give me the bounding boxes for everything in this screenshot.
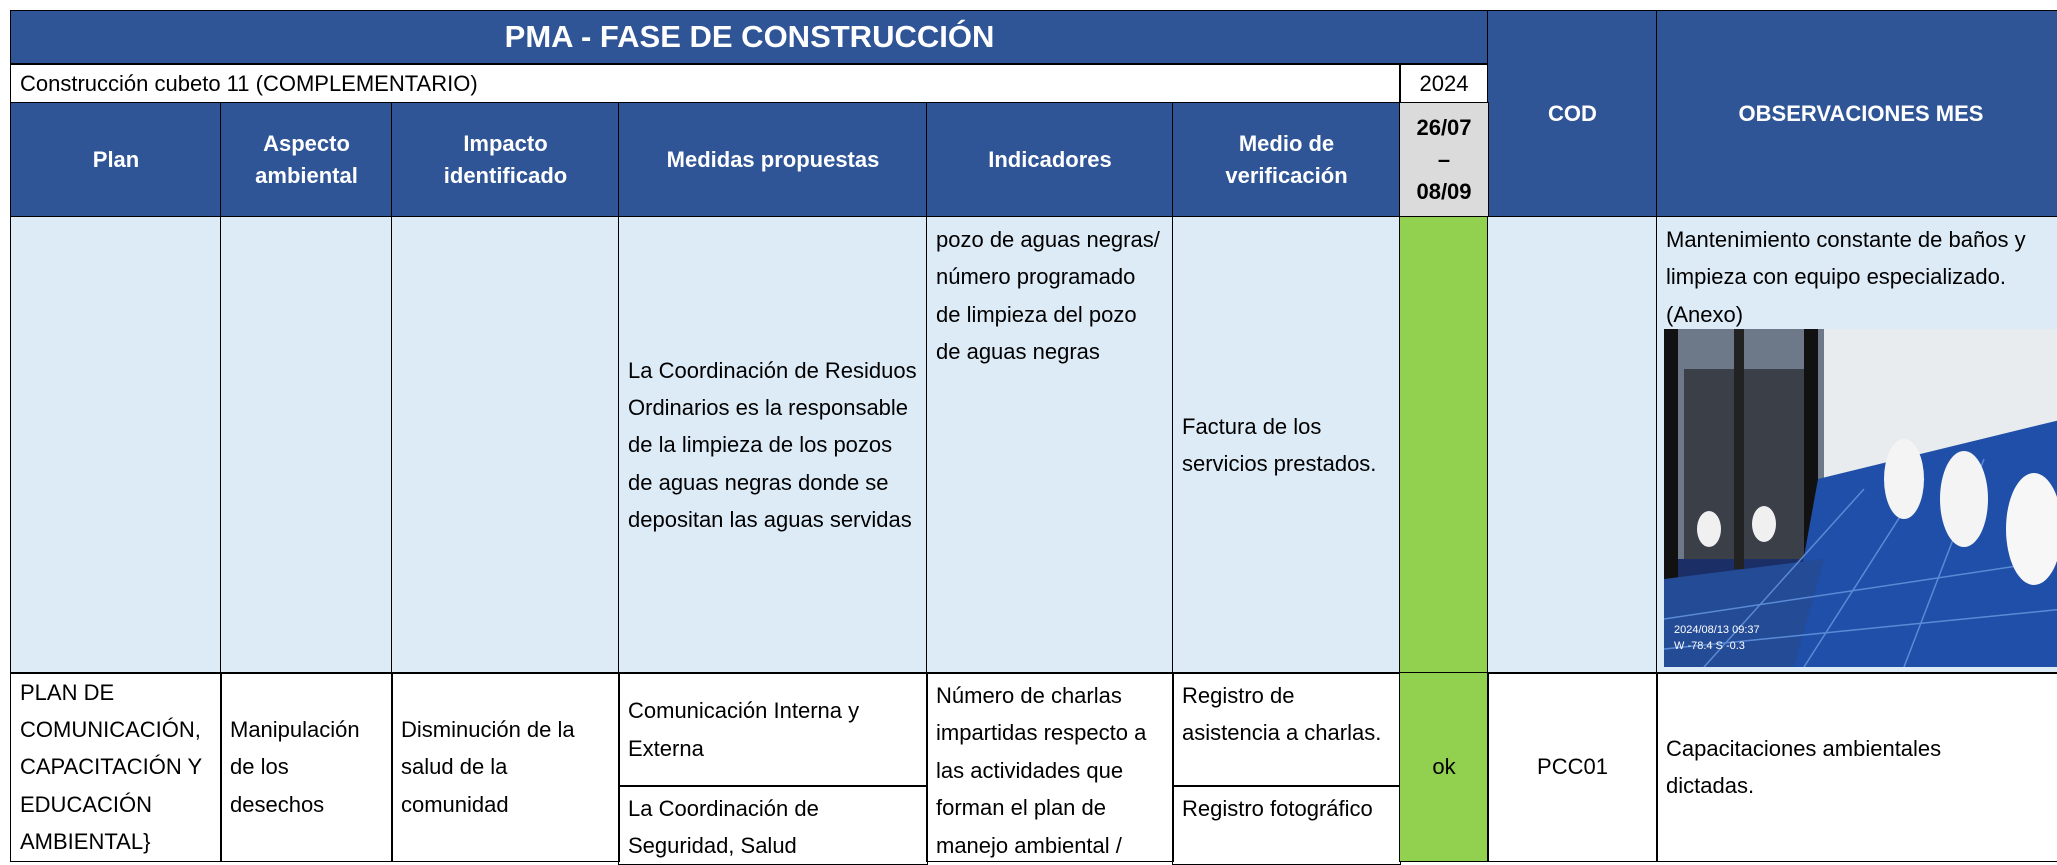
medidas: La Coordinación de Residuos Ordinarios e… bbox=[628, 357, 917, 533]
status-cell bbox=[1399, 216, 1489, 674]
photo-stamp: W -78.4 S -0.3 bbox=[1674, 640, 1745, 652]
period: 26/07 bbox=[1416, 115, 1472, 141]
cell: Disminución de la salud de la comunidad bbox=[391, 672, 620, 862]
col-title: Indicadores bbox=[988, 147, 1112, 173]
cell bbox=[10, 216, 222, 674]
title-cell: PMA - FASE DE CONSTRUCCIÓN bbox=[10, 10, 1489, 65]
cell: La Coordinación de Seguridad, Salud bbox=[618, 785, 928, 865]
year-cell: 2024 bbox=[1399, 63, 1489, 104]
status-cell: ok bbox=[1399, 672, 1489, 862]
cell: Registro fotográfico bbox=[1172, 785, 1401, 865]
cell bbox=[1487, 216, 1658, 674]
col-title: Impacto identificado bbox=[443, 131, 568, 188]
photo: 2024/08/13 09:37 W -78.4 S -0.3 bbox=[1664, 329, 2057, 667]
cell: La Coordinación de Residuos Ordinarios e… bbox=[618, 216, 928, 674]
period-cell: 26/07 – 08/09 bbox=[1399, 102, 1489, 218]
cod: PCC01 bbox=[1537, 754, 1608, 780]
cell: PCC01 bbox=[1487, 672, 1658, 862]
col-header: Aspecto ambiental bbox=[220, 102, 393, 218]
medio: Registro fotográfico bbox=[1182, 796, 1373, 821]
period: – bbox=[1437, 147, 1451, 173]
medio: Registro de asistencia a charlas. bbox=[1182, 683, 1382, 746]
impacto: Disminución de la salud de la comunidad bbox=[401, 716, 575, 817]
cell: pozo de aguas negras/ número programado … bbox=[926, 216, 1174, 674]
medidas: Comunicación Interna y Externa bbox=[628, 698, 860, 761]
observaciones: Mantenimiento constante de baños y limpi… bbox=[1666, 227, 2026, 327]
project-cell: Construcción cubeto 11 (COMPLEMENTARIO) bbox=[10, 63, 1401, 104]
col-header: Medidas propuestas bbox=[618, 102, 928, 218]
col-header: Indicadores bbox=[926, 102, 1174, 218]
cell: Factura de los servicios prestados. bbox=[1172, 216, 1401, 674]
cod-header: COD bbox=[1487, 10, 1658, 218]
cell: Número de charlas impartidas respecto a … bbox=[926, 672, 1174, 862]
cell bbox=[220, 216, 393, 674]
aspecto: Manipulación de los desechos bbox=[230, 716, 360, 817]
col-title: Aspecto ambiental bbox=[255, 131, 358, 188]
photo-stamp: 2024/08/13 09:37 bbox=[1674, 624, 1760, 636]
project: Construcción cubeto 11 (COMPLEMENTARIO) bbox=[20, 70, 478, 96]
cell bbox=[391, 216, 620, 674]
obs-cell: Mantenimiento constante de baños y limpi… bbox=[1656, 216, 2057, 674]
indicadores: Número de charlas impartidas respecto a … bbox=[936, 683, 1147, 858]
cell: Manipulación de los desechos bbox=[220, 672, 393, 862]
plan: PLAN DE COMUNICACIÓN, CAPACITACIÓN Y EDU… bbox=[20, 679, 202, 855]
cell: Comunicación Interna y Externa bbox=[618, 672, 928, 787]
cod-title: COD bbox=[1548, 101, 1597, 127]
col-title: Medio de verificación bbox=[1225, 131, 1348, 188]
obs-cell: Capacitaciones ambientales dictadas. bbox=[1656, 672, 2057, 862]
period: 08/09 bbox=[1416, 178, 1472, 204]
col-title: Medidas propuestas bbox=[666, 147, 880, 173]
col-header: Plan bbox=[10, 102, 222, 218]
obs-title: OBSERVACIONES MES bbox=[1738, 101, 1984, 127]
obs-header: OBSERVACIONES MES bbox=[1656, 10, 2057, 218]
cell: Registro de asistencia a charlas. bbox=[1172, 672, 1401, 787]
medio: Factura de los servicios prestados. bbox=[1182, 413, 1377, 476]
cell: PLAN DE COMUNICACIÓN, CAPACITACIÓN Y EDU… bbox=[10, 672, 222, 862]
col-header: Medio de verificación bbox=[1172, 102, 1401, 218]
year: 2024 bbox=[1419, 70, 1469, 96]
col-title: Plan bbox=[92, 147, 140, 173]
indicadores: pozo de aguas negras/ número programado … bbox=[936, 227, 1160, 365]
status: ok bbox=[1432, 754, 1456, 780]
observaciones: Capacitaciones ambientales dictadas. bbox=[1666, 735, 1942, 798]
col-header: Impacto identificado bbox=[391, 102, 620, 218]
title: PMA - FASE DE CONSTRUCCIÓN bbox=[504, 19, 995, 55]
